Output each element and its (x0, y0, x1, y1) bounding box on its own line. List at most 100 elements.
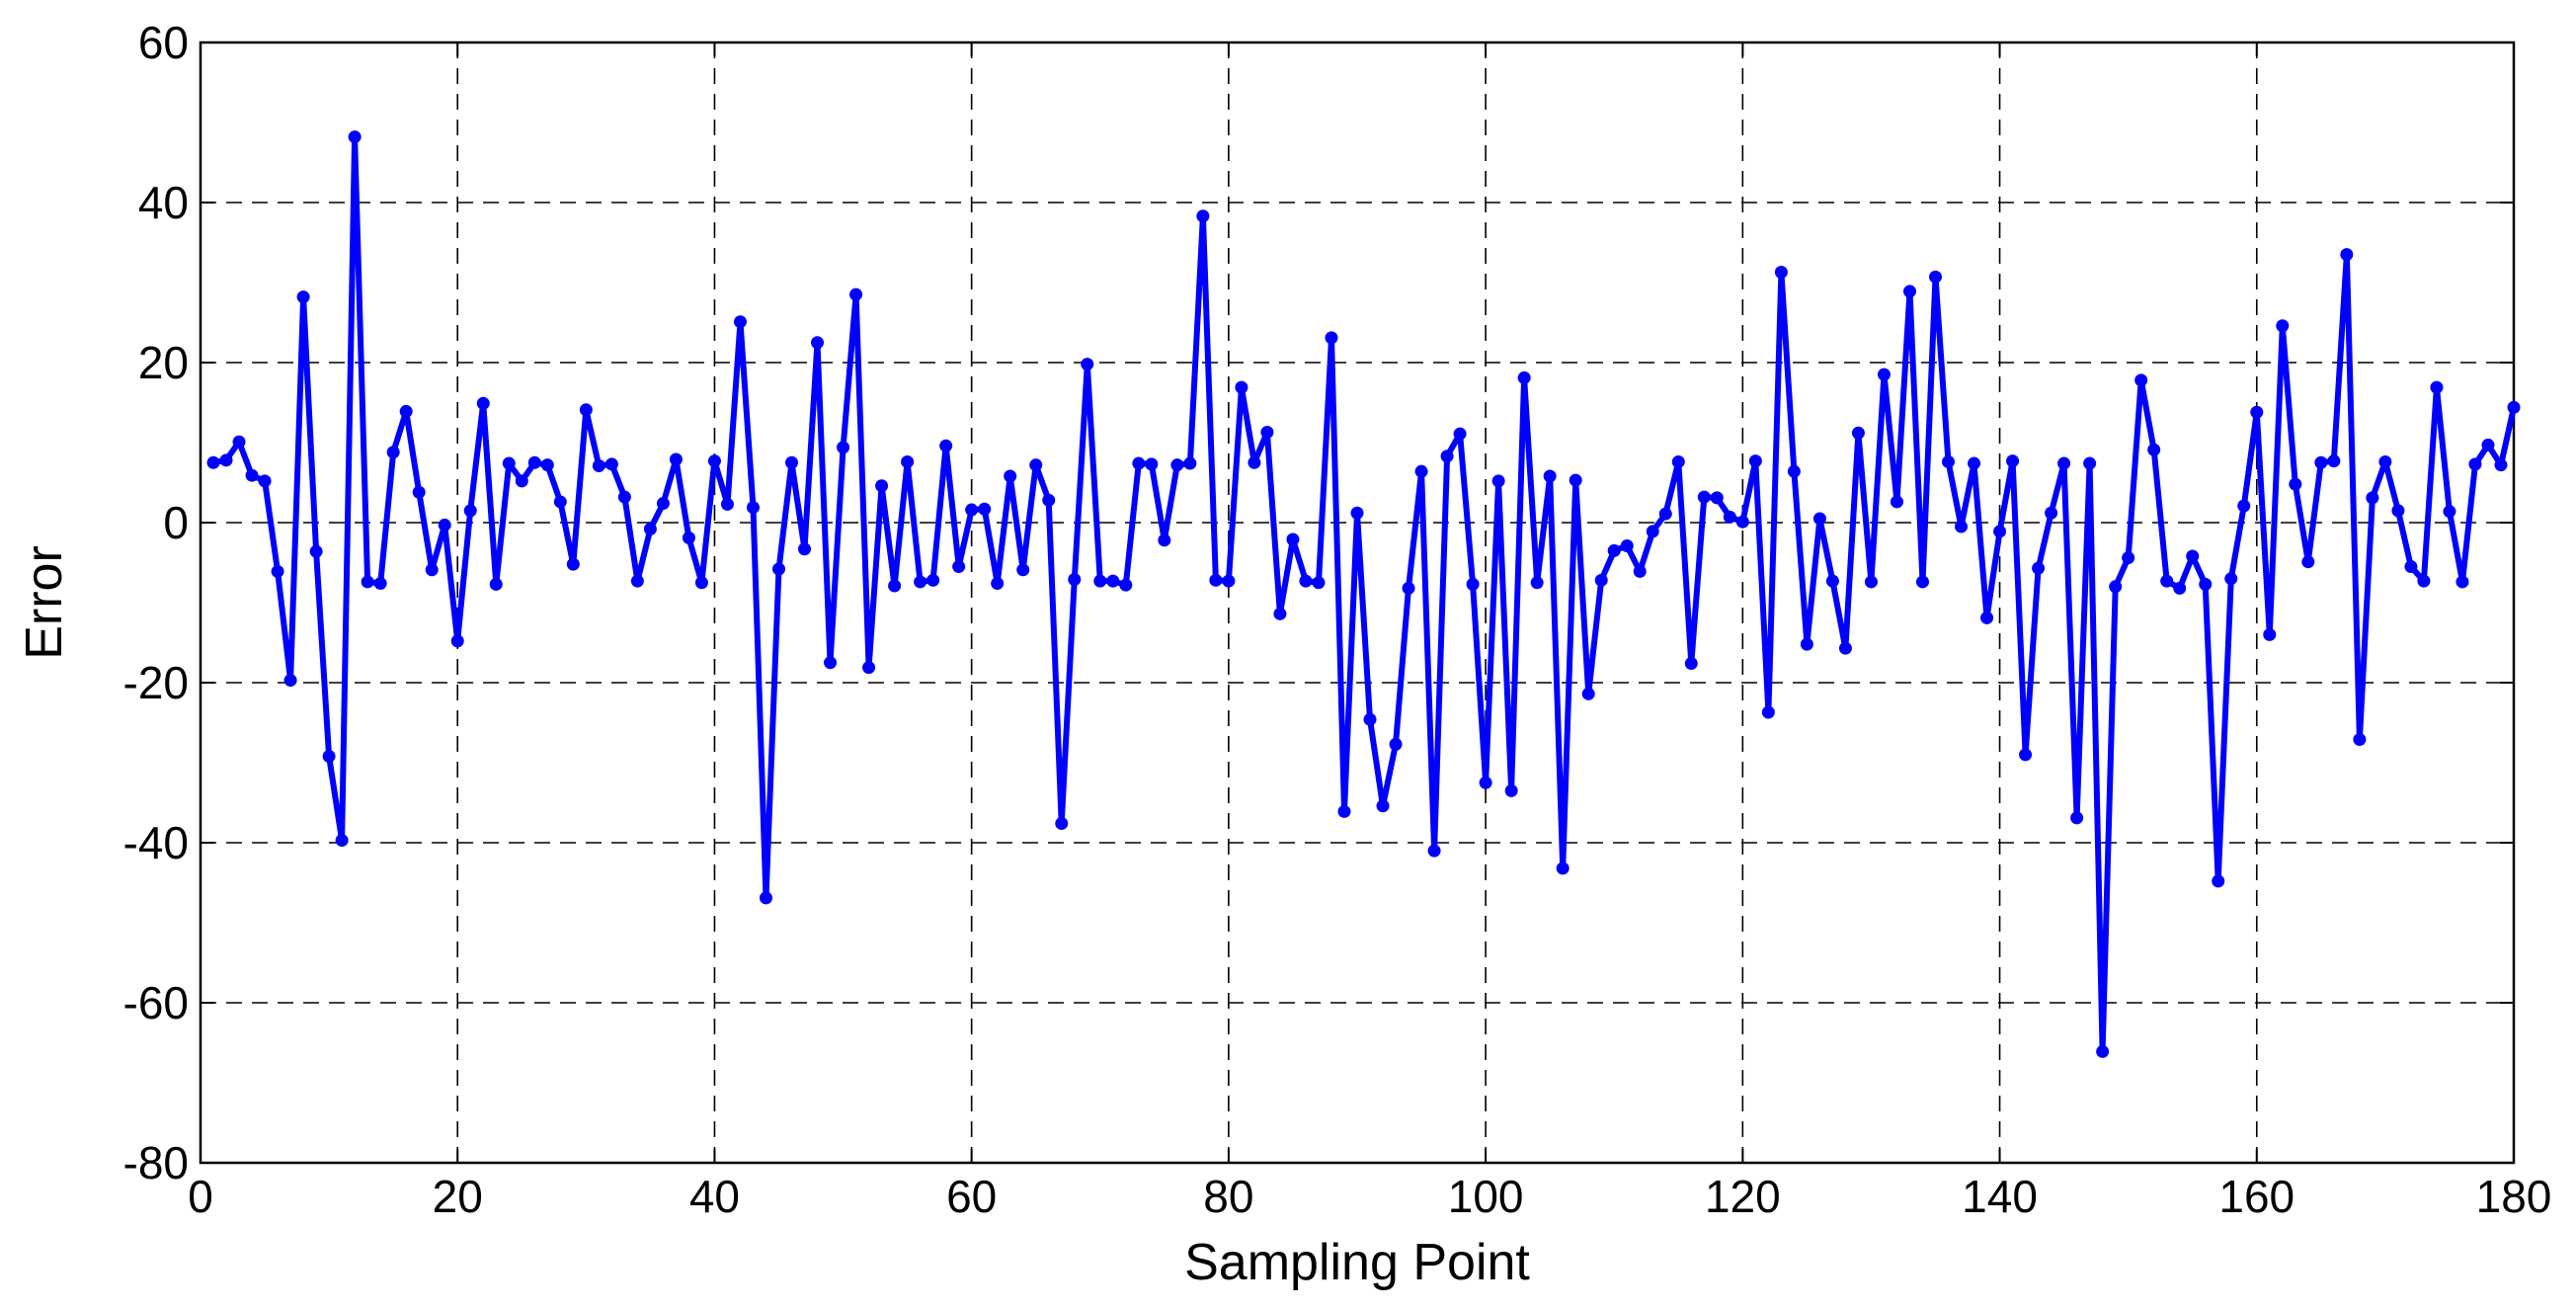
data-point (1068, 573, 1082, 587)
data-point (952, 560, 966, 574)
data-point (1594, 573, 1608, 587)
data-point (1556, 861, 1570, 875)
data-point (540, 458, 554, 472)
data-point (399, 404, 413, 418)
data-point (1004, 469, 1017, 483)
data-point (1890, 495, 1903, 509)
grid-lines (201, 42, 2514, 1163)
data-point (2032, 561, 2046, 575)
x-tick-label: 0 (188, 1171, 213, 1222)
data-point (1325, 331, 1338, 345)
y-tick-label: -60 (123, 977, 189, 1028)
data-point (1299, 574, 1313, 588)
data-point (785, 455, 799, 469)
y-tick-label: 0 (163, 497, 189, 548)
data-point (901, 454, 915, 468)
data-point (296, 290, 310, 304)
data-point (1671, 454, 1685, 468)
data-point (772, 562, 785, 576)
data-point (1748, 454, 1762, 468)
data-point (2109, 580, 2123, 594)
data-point (2455, 575, 2469, 589)
data-point (811, 336, 825, 350)
data-point (1376, 799, 1390, 813)
data-point (1504, 783, 1518, 797)
data-point (2070, 811, 2084, 825)
x-tick-label: 180 (2476, 1171, 2552, 1222)
data-point (849, 287, 863, 301)
data-point (1081, 358, 1094, 371)
data-point (553, 495, 567, 509)
data-point (991, 577, 1005, 591)
y-tick-label: -20 (123, 657, 189, 708)
data-point (206, 455, 220, 469)
data-point (2276, 319, 2290, 333)
data-point (1209, 573, 1223, 587)
data-point (309, 544, 323, 558)
data-point (875, 479, 889, 493)
data-point (2122, 551, 2135, 565)
data-point (1337, 804, 1351, 818)
data-point (669, 452, 683, 466)
data-point (682, 531, 695, 544)
data-point (2468, 457, 2482, 471)
data-point (759, 891, 772, 905)
data-point (2443, 505, 2456, 519)
data-point (1980, 611, 1994, 624)
data-point (1569, 473, 1582, 487)
data-point (2391, 504, 2405, 518)
data-point (1646, 525, 1659, 538)
x-tick-label: 100 (1448, 1171, 1524, 1222)
data-point (707, 454, 721, 468)
data-point (386, 446, 400, 459)
data-point (862, 661, 876, 675)
data-point (1607, 543, 1621, 557)
data-point (1414, 464, 1428, 478)
data-point (824, 656, 838, 670)
axis-ticks (200, 41, 2515, 1164)
data-point (1106, 574, 1120, 588)
data-point (2237, 499, 2251, 513)
data-point (1312, 576, 1326, 590)
y-tick-label: -80 (123, 1137, 189, 1188)
data-point (1042, 493, 1056, 507)
data-point (527, 455, 541, 469)
data-point (1402, 581, 1415, 595)
data-point (425, 563, 439, 577)
data-point (746, 501, 760, 515)
data-point (566, 557, 580, 571)
data-point (1170, 458, 1184, 472)
data-point (1684, 657, 1698, 671)
data-point (1158, 533, 1171, 547)
data-point (1723, 510, 1736, 524)
data-point (515, 474, 528, 488)
x-tick-labels: 0 20 40 60 80 100 120 140 160 180 (188, 1171, 2551, 1222)
data-point (1620, 538, 1634, 552)
data-point (1427, 844, 1441, 858)
x-axis-label: Sampling Point (1184, 1234, 1530, 1291)
data-point (656, 497, 670, 511)
data-point (348, 130, 362, 144)
data-point (2404, 560, 2418, 574)
data-point (219, 453, 233, 467)
error-series (212, 133, 2517, 1055)
data-point (643, 522, 657, 535)
data-point (2212, 874, 2225, 888)
data-point (2314, 455, 2328, 469)
data-point (939, 439, 953, 452)
data-point (1710, 491, 1724, 505)
data-point (1838, 641, 1852, 655)
data-point (2057, 456, 2071, 470)
data-point (1787, 464, 1801, 478)
data-point (489, 577, 503, 591)
plot-background (201, 42, 2514, 1163)
data-point (1132, 456, 1146, 470)
data-point (2430, 380, 2444, 394)
plot-frame (199, 41, 2516, 1165)
data-point (2507, 400, 2521, 414)
data-point (926, 573, 940, 587)
data-point (1761, 705, 1775, 719)
data-point (1774, 265, 1788, 279)
data-point (1633, 564, 1647, 578)
